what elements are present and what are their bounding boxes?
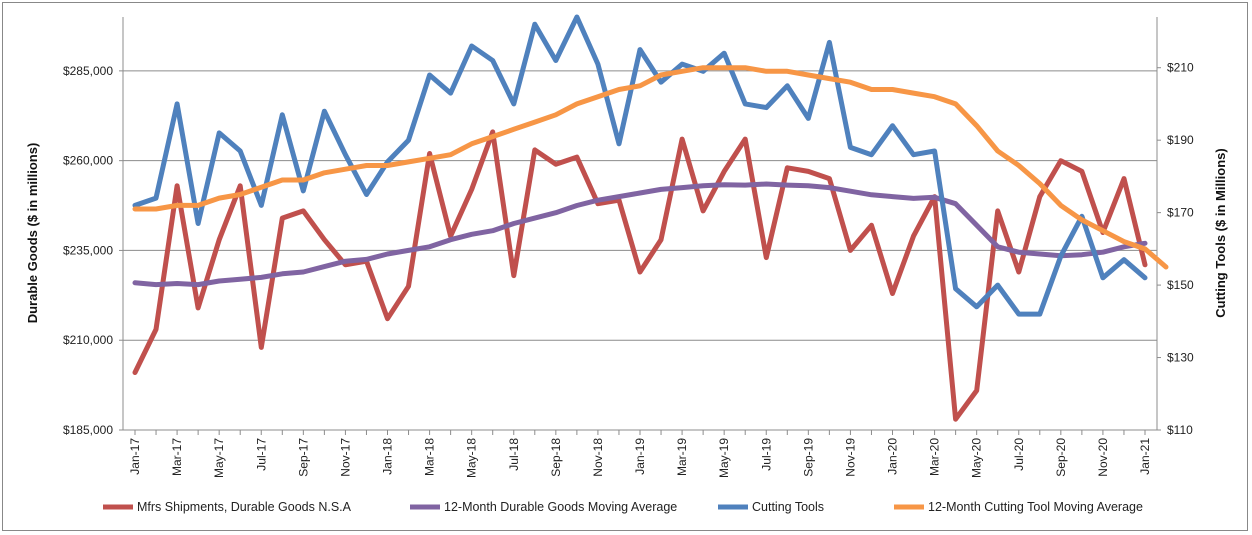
x-tick-label: Jan-20 xyxy=(886,438,900,475)
right-tick-label: $190 xyxy=(1167,133,1194,147)
left-axis-ticks: $185,000 $210,000 $235,000 $260,000 $285,000 xyxy=(63,64,123,437)
x-tick-label: Mar-17 xyxy=(170,438,184,476)
x-tick-label: Jul-18 xyxy=(507,438,521,471)
x-tick-label: Mar-20 xyxy=(928,438,942,476)
legend-label: 12-Month Durable Goods Moving Average xyxy=(444,500,677,514)
right-tick-label: $110 xyxy=(1167,423,1193,437)
series-line-mfrs-shipments-durable-goods-n-s-a xyxy=(132,129,1148,422)
series-line-cutting-tools xyxy=(132,14,1148,317)
right-tick-label: $170 xyxy=(1167,206,1194,220)
left-tick-label: $235,000 xyxy=(63,243,113,257)
x-tick-label: Jan-17 xyxy=(128,438,142,475)
left-tick-label: $185,000 xyxy=(63,423,113,437)
right-tick-label: $210 xyxy=(1167,61,1194,75)
x-tick-label: Nov-18 xyxy=(591,438,605,477)
left-tick-label: $285,000 xyxy=(63,64,113,78)
x-tick-label: Jul-17 xyxy=(254,438,268,471)
x-axis-ticks: Jan-17 Mar-17 May-17 Jul-17 Sep-17 Nov-17 Jan-… xyxy=(128,430,1152,478)
y-right-axis-title: Cutting Tools ($ in Millions) xyxy=(1213,148,1228,317)
x-tick-label: May-19 xyxy=(717,438,731,478)
x-tick-label: Nov-19 xyxy=(843,438,857,477)
right-axis-ticks: $110 $130 $150 $170 $190 $210 xyxy=(1157,61,1194,437)
x-tick-label: Jul-19 xyxy=(759,438,773,471)
x-tick-label: May-20 xyxy=(970,438,984,478)
x-tick-label: Sep-19 xyxy=(801,438,815,477)
x-tick-label: Mar-18 xyxy=(423,438,437,476)
x-tick-label: Jul-20 xyxy=(1012,438,1026,471)
x-tick-label: Jan-19 xyxy=(633,438,647,475)
x-tick-label: Sep-18 xyxy=(549,438,563,477)
x-tick-label: Sep-20 xyxy=(1054,438,1068,477)
right-tick-label: $150 xyxy=(1167,278,1194,292)
x-tick-label: May-18 xyxy=(465,438,479,478)
legend-label: Cutting Tools xyxy=(752,500,824,514)
left-tick-label: $210,000 xyxy=(63,333,113,347)
series-line-12-month-cutting-tool-moving-average xyxy=(132,65,1169,270)
legend-label: Mfrs Shipments, Durable Goods N.S.A xyxy=(137,500,352,514)
legend: Mfrs Shipments, Durable Goods N.S.A 12-Mo… xyxy=(103,500,1143,514)
chart-canvas: $185,000 $210,000 $235,000 $260,000 $285,000… xyxy=(25,14,1228,514)
series-line-12-month-durable-goods-moving-average xyxy=(132,181,1148,288)
series-lines xyxy=(132,14,1169,422)
left-tick-label: $260,000 xyxy=(63,154,113,168)
x-tick-label: Nov-20 xyxy=(1096,438,1110,477)
legend-label: 12-Month Cutting Tool Moving Average xyxy=(928,500,1143,514)
x-tick-label: Sep-17 xyxy=(296,438,310,477)
x-tick-label: Mar-19 xyxy=(675,438,689,476)
right-tick-label: $130 xyxy=(1167,351,1194,365)
x-tick-label: May-17 xyxy=(212,438,226,478)
x-tick-label: Jan-18 xyxy=(381,438,395,475)
x-tick-label: Nov-17 xyxy=(338,438,352,477)
y-left-axis-title: Durable Goods ($ in millions) xyxy=(25,143,40,324)
x-tick-label: Jan-21 xyxy=(1138,438,1152,475)
